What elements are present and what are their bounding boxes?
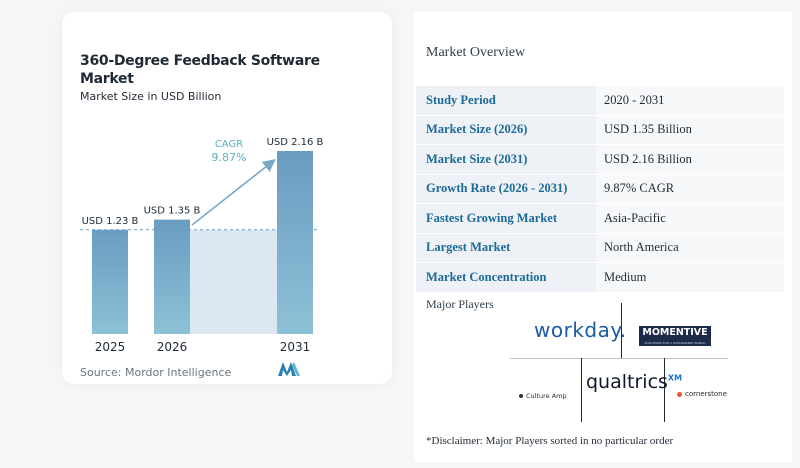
- mordor-logo: [278, 362, 300, 376]
- qualtrics-logo: qualtricsXM: [586, 371, 682, 393]
- bar-value-label: USD 1.23 B: [82, 216, 139, 227]
- row-label: Growth Rate (2026 - 2031): [416, 174, 596, 204]
- players-divider-vertical: [621, 303, 622, 358]
- players-title: Major Players: [426, 297, 494, 311]
- players-divider-horizontal: [510, 358, 728, 359]
- momentive-logo: MOMENTIVE SOLUTIONS FOR A SUSTAINABLE WO…: [639, 326, 711, 346]
- bar-2025: [92, 229, 128, 334]
- row-value: USD 1.35 Billion: [596, 115, 784, 145]
- qualtrics-logo-text: qualtrics: [586, 371, 668, 393]
- chart-title: 360-Degree Feedback Software Market: [80, 53, 320, 87]
- cultureamp-logo: Culture Amp: [519, 392, 567, 400]
- chart-subtitle: Market Size in USD Billion: [80, 90, 222, 103]
- table-row: Growth Rate (2026 - 2031) 9.87% CAGR: [416, 174, 784, 204]
- cornerstone-logo: cornerstone: [677, 390, 727, 398]
- row-value: USD 2.16 Billion: [596, 144, 784, 175]
- row-label: Market Size (2026): [416, 115, 596, 145]
- overview-table: Study Period 2020 - 2031 Market Size (202…: [416, 86, 784, 293]
- row-value: Medium: [596, 262, 784, 293]
- bar-2031: [277, 151, 313, 334]
- bar-value-label: USD 1.35 B: [144, 206, 201, 217]
- row-label: Market Concentration: [416, 262, 596, 293]
- cultureamp-logo-text: Culture Amp: [526, 392, 567, 400]
- bar-value-label: USD 2.16 B: [267, 137, 324, 148]
- momentive-logo-text: MOMENTIVE: [642, 327, 708, 338]
- cagr-value: 9.87%: [212, 151, 247, 164]
- x-tick-label: 2031: [280, 340, 311, 354]
- x-tick-label: 2026: [157, 340, 188, 354]
- overview-title: Market Overview: [426, 45, 526, 60]
- chart-source: Source: Mordor Intelligence: [80, 366, 232, 379]
- row-label: Fastest Growing Market: [416, 203, 596, 234]
- row-label: Study Period: [416, 86, 596, 116]
- qualtrics-box-left: [581, 358, 582, 422]
- row-value: 2020 - 2031: [596, 86, 784, 116]
- row-value: North America: [596, 233, 784, 263]
- row-label: Largest Market: [416, 233, 596, 263]
- cagr-label: CAGR: [215, 139, 243, 150]
- bar-chart: USD 1.23 B 2025 USD 1.35 B 2026 USD 2.16 B 20…: [80, 137, 324, 354]
- qualtrics-xm-mark: XM: [667, 373, 683, 383]
- cornerstone-logo-text: cornerstone: [685, 390, 727, 398]
- table-row: Market Size (2031) USD 2.16 Billion: [416, 144, 784, 175]
- table-row: Largest Market North America: [416, 233, 784, 263]
- cornerstone-icon: [677, 391, 682, 397]
- row-label: Market Size (2031): [416, 144, 596, 175]
- disclaimer: *Disclaimer: Major Players sorted in no …: [426, 435, 674, 447]
- x-tick-label: 2025: [95, 340, 126, 354]
- table-row: Market Size (2026) USD 1.35 Billion: [416, 115, 784, 145]
- bar-2026: [154, 219, 190, 334]
- table-row: Study Period 2020 - 2031: [416, 86, 784, 116]
- table-row: Fastest Growing Market Asia-Pacific: [416, 203, 784, 234]
- cagr-arrow: [191, 159, 276, 226]
- qualtrics-box-right: [664, 358, 665, 422]
- projection-shade: [190, 229, 277, 334]
- row-value: 9.87% CAGR: [596, 174, 784, 204]
- momentive-logo-tagline: SOLUTIONS FOR A SUSTAINABLE WORLD: [644, 341, 706, 345]
- cultureamp-icon: [519, 394, 523, 398]
- workday-logo: workday.: [534, 318, 627, 342]
- table-row: Market Concentration Medium: [416, 262, 784, 293]
- row-value: Asia-Pacific: [596, 203, 784, 234]
